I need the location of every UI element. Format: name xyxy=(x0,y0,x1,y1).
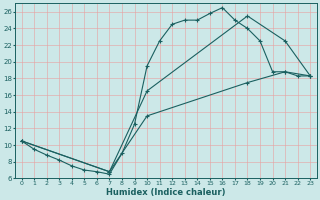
X-axis label: Humidex (Indice chaleur): Humidex (Indice chaleur) xyxy=(106,188,226,197)
